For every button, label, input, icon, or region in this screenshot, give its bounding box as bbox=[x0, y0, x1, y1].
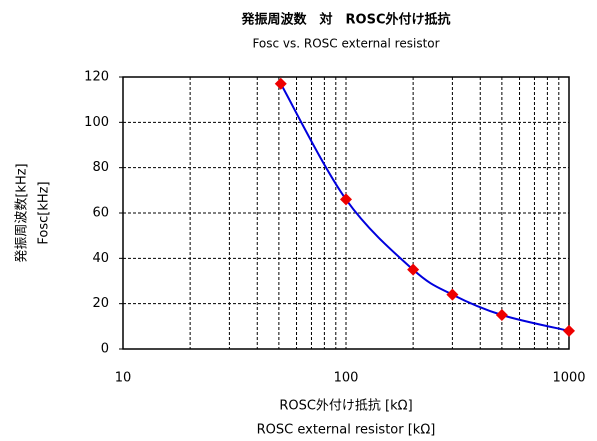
marker bbox=[563, 324, 575, 337]
marker bbox=[340, 193, 352, 206]
marker bbox=[274, 77, 287, 90]
y-axis-label: 発振周波数[kHz] bbox=[15, 163, 30, 262]
chart-title: 発振周波数 対 ROSC外付け抵抗 bbox=[241, 12, 451, 28]
x-tick-label: 1000 bbox=[552, 371, 585, 386]
y-tick-label: 20 bbox=[92, 296, 109, 311]
plot-frame bbox=[122, 76, 570, 350]
x-axis-label: ROSC external resistor [kΩ] bbox=[257, 423, 436, 438]
x-tick-label: 10 bbox=[115, 371, 132, 386]
y-tick-label: 100 bbox=[84, 115, 109, 130]
x-tick-label: 100 bbox=[334, 371, 359, 386]
marker bbox=[495, 309, 508, 321]
y-tick-label: 0 bbox=[101, 342, 109, 357]
chart-subtitle: Fosc vs. ROSC external resistor bbox=[252, 37, 439, 51]
y-tick-label: 120 bbox=[84, 70, 109, 85]
marker bbox=[446, 288, 459, 301]
y-tick-label: 40 bbox=[92, 251, 109, 266]
y-tick-label: 80 bbox=[92, 160, 109, 175]
y-axis-label: Fosc[kHz] bbox=[37, 181, 52, 244]
x-axis-label: ROSC外付け抵抗 [kΩ] bbox=[279, 399, 412, 414]
marker bbox=[407, 263, 420, 276]
y-tick-label: 60 bbox=[92, 206, 109, 221]
